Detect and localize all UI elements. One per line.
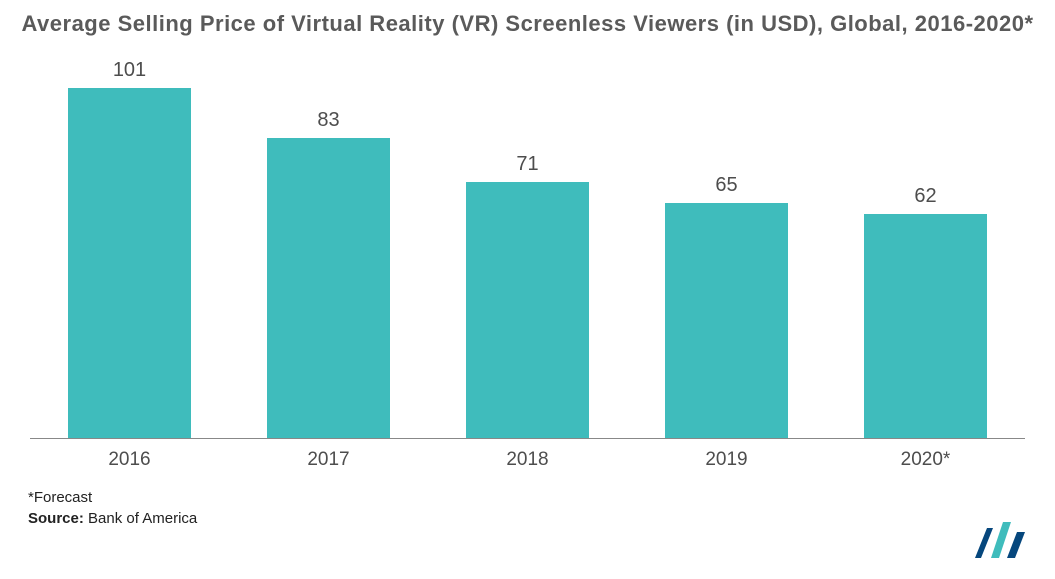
source-label: Source:	[28, 510, 84, 527]
bar-rect	[665, 203, 788, 438]
x-axis-label: 2019	[627, 449, 826, 471]
bar-slot: 65	[627, 59, 826, 439]
x-axis-label: 2020*	[826, 449, 1025, 471]
bar-rect	[466, 182, 589, 439]
chart-container: Average Selling Price of Virtual Reality…	[0, 0, 1055, 579]
x-axis-label: 2018	[428, 449, 627, 471]
x-axis-baseline	[30, 438, 1025, 439]
bar-slot: 101	[30, 59, 229, 439]
chart-footer: *Forecast Source: Bank of America	[20, 489, 1035, 527]
bar-value-label: 62	[914, 185, 936, 208]
bar-value-label: 101	[113, 59, 146, 82]
plot-area: 101 83 71 65 62	[30, 59, 1025, 439]
bar-value-label: 65	[715, 174, 737, 197]
bar-slot: 62	[826, 59, 1025, 439]
bars-group: 101 83 71 65 62	[30, 59, 1025, 439]
logo-bar-1	[975, 528, 993, 558]
x-axis-labels: 2016 2017 2018 2019 2020*	[30, 449, 1025, 471]
bar-value-label: 83	[317, 109, 339, 132]
chart-title: Average Selling Price of Virtual Reality…	[20, 10, 1035, 39]
bar-rect	[864, 214, 987, 438]
brand-logo-icon	[973, 520, 1033, 565]
bar-value-label: 71	[516, 153, 538, 176]
logo-bar-2	[991, 522, 1011, 558]
source-value: Bank of America	[84, 510, 197, 527]
x-axis-label: 2016	[30, 449, 229, 471]
bar-rect	[267, 138, 390, 438]
forecast-note: *Forecast	[28, 489, 1035, 506]
x-axis-label: 2017	[229, 449, 428, 471]
bar-rect	[68, 88, 191, 439]
source-line: Source: Bank of America	[28, 510, 1035, 527]
bar-slot: 83	[229, 59, 428, 439]
logo-bar-3	[1007, 532, 1025, 558]
bar-slot: 71	[428, 59, 627, 439]
